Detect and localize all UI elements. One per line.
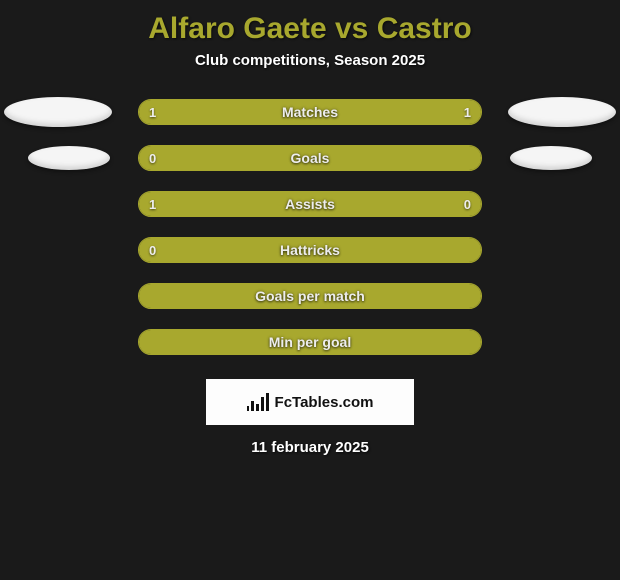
stat-value-left: 0 [149, 151, 156, 166]
stat-value-left: 1 [149, 105, 156, 120]
stat-bar: 1 1 Matches [138, 99, 482, 125]
stat-row: 1 1 Matches [0, 89, 620, 135]
stat-bar: 0 Goals [138, 145, 482, 171]
branding-text: FcTables.com [275, 394, 374, 411]
stat-label: Hattricks [280, 242, 340, 258]
bar-fill-left [139, 192, 399, 216]
stat-row: 0 Goals [0, 135, 620, 181]
page-subtitle: Club competitions, Season 2025 [0, 52, 620, 89]
branding-box: FcTables.com [206, 379, 414, 425]
stat-label: Goals per match [255, 288, 365, 304]
stat-bar: Goals per match [138, 283, 482, 309]
stat-value-left: 1 [149, 197, 156, 212]
stat-row: Min per goal [0, 319, 620, 365]
stats-rows: 1 1 Matches 0 Goals 1 0 Assists 0 Hattricks Goals … [0, 89, 620, 365]
player-left-oval [28, 146, 110, 170]
comparison-infographic: { "title": "Alfaro Gaete vs Castro", "su… [0, 0, 620, 456]
stat-row: Goals per match [0, 273, 620, 319]
stat-bar: 1 0 Assists [138, 191, 482, 217]
stat-bar: Min per goal [138, 329, 482, 355]
stat-label: Goals [291, 150, 330, 166]
stat-value-right: 0 [464, 197, 471, 212]
stat-value-left: 0 [149, 243, 156, 258]
stat-bar: 0 Hattricks [138, 237, 482, 263]
player-right-oval [508, 97, 616, 127]
stat-row: 0 Hattricks [0, 227, 620, 273]
fctables-logo-icon [247, 393, 269, 411]
footer-date: 11 february 2025 [0, 425, 620, 456]
stat-label: Min per goal [269, 334, 351, 350]
player-right-oval [510, 146, 592, 170]
stat-label: Matches [282, 104, 338, 120]
stat-row: 1 0 Assists [0, 181, 620, 227]
stat-value-right: 1 [464, 105, 471, 120]
stat-label: Assists [285, 196, 335, 212]
player-left-oval [4, 97, 112, 127]
page-title: Alfaro Gaete vs Castro [0, 0, 620, 52]
